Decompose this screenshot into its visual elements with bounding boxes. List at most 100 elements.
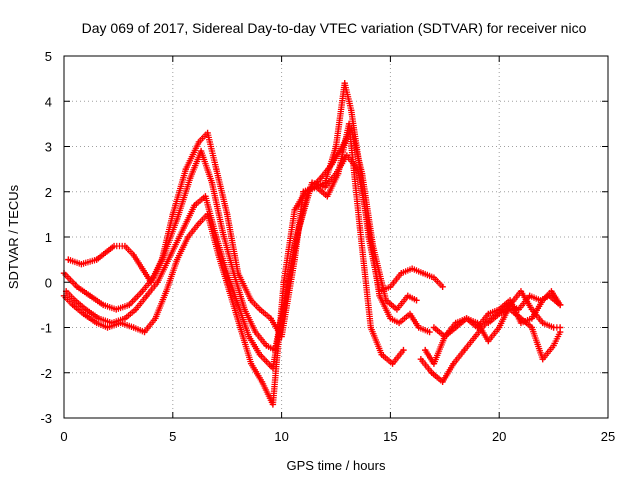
marker-fill: [224, 272, 241, 306]
marker-fill: [132, 325, 146, 335]
y-tick-labels: -3 -2 -1 0 1 2 3 4 5: [40, 49, 52, 426]
marker-fill: [283, 226, 302, 293]
marker-fill: [186, 222, 201, 239]
marker-fill: [213, 168, 230, 216]
marker-fill: [163, 258, 180, 293]
marker-fill: [411, 266, 425, 276]
y-tick-label: 5: [45, 49, 52, 64]
marker-fill: [408, 312, 421, 329]
marker-fill: [134, 294, 149, 311]
marker-fill: [242, 308, 258, 334]
marker-fill: [142, 317, 158, 334]
marker-fill: [292, 190, 308, 212]
marker-fill: [498, 307, 512, 317]
marker-fill: [419, 357, 434, 375]
marker-fill: [400, 266, 414, 276]
marker-fill: [113, 242, 126, 250]
marker-fill: [253, 330, 269, 347]
marker-fill: [465, 316, 479, 326]
marker-fill: [432, 276, 445, 289]
x-axis-label: GPS time / hours: [287, 458, 386, 473]
marker-fill: [183, 140, 202, 171]
data-point: [556, 328, 564, 336]
marker-fill: [131, 253, 145, 270]
marker-fill: [62, 294, 75, 307]
axis-ticks: [63, 55, 609, 419]
y-tick-label: 4: [45, 94, 52, 109]
marker-fill: [204, 213, 222, 257]
marker-fill: [119, 320, 135, 330]
y-tick-label: -2: [40, 366, 52, 381]
marker-fill: [541, 320, 555, 330]
data-point: [426, 328, 433, 336]
marker-fill: [529, 326, 546, 361]
x-tick-label: 0: [60, 429, 67, 444]
marker-fill: [365, 226, 383, 297]
marker-fill: [530, 308, 545, 325]
x-tick-labels: 0 5 10 15 20 25: [60, 429, 615, 444]
marker-fill: [213, 235, 230, 275]
marker-fill: [174, 177, 193, 220]
marker-fill: [198, 149, 215, 184]
marker-fill: [454, 316, 468, 330]
marker-fill: [193, 194, 207, 208]
x-tick-label: 15: [383, 429, 397, 444]
marker-fill: [181, 204, 197, 230]
y-tick-label: 0: [45, 275, 52, 290]
marker-fill: [204, 131, 219, 171]
marker-fill: [64, 289, 77, 302]
marker-fill: [539, 293, 551, 303]
series-track-7: [430, 288, 564, 345]
marker-fill: [106, 320, 122, 330]
marker-fill: [224, 213, 241, 275]
marker-fill: [258, 307, 273, 321]
marker-fill: [541, 344, 556, 361]
marker-fill: [140, 276, 155, 293]
marker-fill: [82, 312, 98, 325]
marker-fill: [354, 168, 372, 229]
marker-fill: [249, 298, 262, 311]
marker-fill: [73, 298, 88, 312]
marker-fill: [417, 325, 431, 335]
marker-fill: [280, 208, 298, 284]
marker-fill: [127, 289, 144, 307]
marker-fill: [440, 362, 456, 383]
marker-fill: [145, 280, 160, 298]
data-point: [439, 283, 446, 290]
marker-fill: [390, 348, 406, 365]
marker-fill: [71, 303, 85, 316]
marker-fill: [389, 316, 401, 326]
marker-fill: [265, 343, 277, 353]
y-tick-label: 2: [45, 185, 52, 200]
marker-fill: [451, 348, 467, 365]
x-tick-label: 25: [601, 429, 615, 444]
marker-fill: [368, 326, 385, 356]
marker-fill: [249, 362, 265, 383]
marker-fill: [170, 168, 189, 216]
data-point: [413, 297, 420, 304]
x-tick-label: 5: [169, 429, 176, 444]
marker-fill: [333, 82, 348, 148]
marker-fill: [226, 290, 243, 329]
marker-fill: [508, 307, 523, 321]
marker-fill: [102, 302, 118, 312]
marker-fill: [231, 272, 248, 311]
marker-fill: [174, 235, 191, 261]
marker-fill: [209, 181, 226, 234]
y-tick-label: -1: [40, 321, 52, 336]
marker-fill: [432, 325, 447, 339]
marker-fill: [377, 294, 393, 320]
marker-fill: [380, 352, 394, 366]
grid-lines: [64, 56, 608, 418]
chart-title: Day 069 of 2017, Sidereal Day-to-day VTE…: [82, 20, 587, 36]
marker-fill: [406, 293, 418, 303]
marker-fill: [161, 217, 180, 257]
marker-fill: [384, 298, 399, 312]
marker-fill: [346, 122, 363, 229]
marker-fill: [123, 244, 136, 257]
marker-fill: [487, 307, 501, 317]
marker-fill: [356, 226, 374, 329]
marker-fill: [388, 271, 403, 289]
marker-fill: [518, 290, 534, 311]
marker-fill: [84, 307, 101, 321]
